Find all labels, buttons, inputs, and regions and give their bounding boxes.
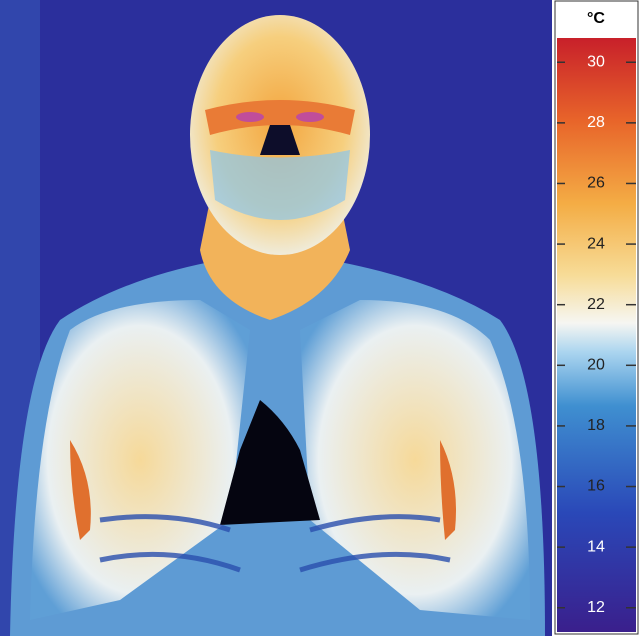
tick-label: 18 [587, 417, 605, 434]
tick-label: 12 [587, 599, 605, 616]
tick-label: 16 [587, 478, 605, 495]
tick-label: 28 [587, 114, 605, 131]
tick-label: 26 [587, 175, 605, 192]
thermal-view: °C 12 14 16 18 20 22 24 26 28 30 [0, 0, 640, 636]
unit-label: °C [587, 10, 605, 27]
tick-label: 14 [587, 538, 605, 555]
tick-label: 24 [587, 235, 605, 252]
tick-label: 22 [587, 296, 605, 313]
tick-label: 20 [587, 357, 605, 374]
tick-label: 30 [587, 53, 605, 70]
thermal-image [0, 0, 552, 636]
